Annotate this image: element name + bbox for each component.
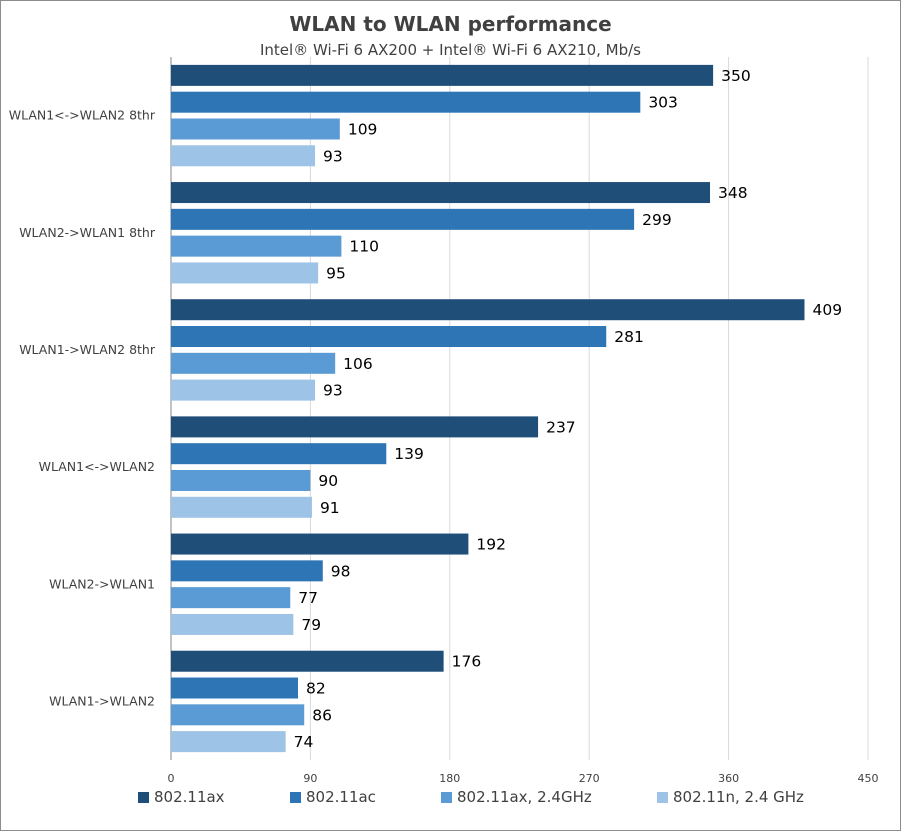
data-label: 281 bbox=[614, 328, 644, 346]
bar bbox=[171, 533, 469, 555]
category-label: WLAN1<->WLAN2 bbox=[39, 459, 155, 474]
bar bbox=[171, 262, 319, 284]
legend-label: 802.11ax bbox=[154, 788, 225, 806]
legend-item: 802.11n, 2.4 GHz bbox=[657, 788, 804, 806]
bar bbox=[171, 613, 294, 635]
data-label: 74 bbox=[294, 733, 314, 751]
data-label: 192 bbox=[476, 536, 506, 554]
legend-label: 802.11ac bbox=[306, 788, 376, 806]
data-label: 110 bbox=[349, 238, 379, 256]
bar bbox=[171, 650, 444, 672]
data-label: 350 bbox=[721, 67, 751, 85]
legend-swatch bbox=[138, 791, 149, 803]
data-label: 86 bbox=[312, 706, 332, 724]
legend-item: 802.11ax bbox=[138, 788, 225, 806]
legend: 802.11ax 802.11ac 802.11ax, 2.4GHz 802.11n,… bbox=[0, 788, 901, 810]
bar bbox=[171, 379, 316, 401]
chart-subtitle: Intel® Wi-Fi 6 AX200 + Intel® Wi-Fi 6 AX… bbox=[260, 41, 641, 59]
data-label: 77 bbox=[298, 589, 318, 607]
bar bbox=[171, 235, 342, 257]
bar bbox=[171, 416, 539, 438]
category-label: WLAN1->WLAN2 8thr bbox=[19, 342, 156, 357]
data-label: 93 bbox=[323, 382, 343, 400]
bar bbox=[171, 326, 607, 348]
data-label: 95 bbox=[326, 264, 346, 282]
bar bbox=[171, 64, 714, 86]
data-label: 139 bbox=[394, 445, 424, 463]
data-label: 409 bbox=[812, 301, 842, 319]
legend-swatch bbox=[290, 791, 301, 803]
data-label: 79 bbox=[301, 616, 321, 634]
bar bbox=[171, 731, 286, 753]
bar bbox=[171, 208, 635, 230]
category-label: WLAN1->WLAN2 bbox=[49, 693, 155, 708]
x-tick-label: 450 bbox=[858, 772, 879, 785]
bar bbox=[171, 91, 641, 113]
category-label: WLAN1<->WLAN2 8thr bbox=[9, 108, 156, 123]
bar bbox=[171, 352, 336, 374]
legend-item: 802.11ac bbox=[290, 788, 376, 806]
legend-label: 802.11ax, 2.4GHz bbox=[457, 788, 592, 806]
bar bbox=[171, 496, 312, 518]
data-label: 93 bbox=[323, 147, 343, 165]
bar bbox=[171, 443, 387, 465]
data-label: 91 bbox=[320, 499, 340, 517]
category-label: WLAN2->WLAN1 8thr bbox=[19, 225, 156, 240]
category-label: WLAN2->WLAN1 bbox=[49, 576, 155, 591]
legend-item: 802.11ax, 2.4GHz bbox=[441, 788, 592, 806]
legend-swatch bbox=[657, 791, 668, 803]
data-label: 106 bbox=[343, 355, 373, 373]
bar bbox=[171, 118, 340, 140]
data-label: 109 bbox=[348, 120, 378, 138]
bar bbox=[171, 587, 291, 609]
x-tick-label: 180 bbox=[439, 772, 460, 785]
x-tick-label: 0 bbox=[168, 772, 175, 785]
x-tick-label: 270 bbox=[579, 772, 600, 785]
data-label: 299 bbox=[642, 211, 672, 229]
x-tick-label: 90 bbox=[303, 772, 317, 785]
bar bbox=[171, 299, 805, 321]
data-label: 90 bbox=[318, 472, 338, 490]
legend-swatch bbox=[441, 791, 452, 803]
bar bbox=[171, 469, 311, 491]
bar bbox=[171, 182, 711, 204]
data-label: 82 bbox=[306, 680, 326, 698]
x-tick-label: 360 bbox=[718, 772, 739, 785]
chart-title: WLAN to WLAN performance bbox=[289, 12, 612, 36]
legend-label: 802.11n, 2.4 GHz bbox=[673, 788, 804, 806]
data-label: 98 bbox=[331, 562, 351, 580]
bar bbox=[171, 677, 299, 699]
data-label: 303 bbox=[648, 94, 678, 112]
data-label: 176 bbox=[452, 653, 482, 671]
bar bbox=[171, 560, 323, 582]
bar bbox=[171, 704, 305, 726]
data-label: 237 bbox=[546, 418, 576, 436]
bar bbox=[171, 145, 316, 167]
data-label: 348 bbox=[718, 184, 748, 202]
